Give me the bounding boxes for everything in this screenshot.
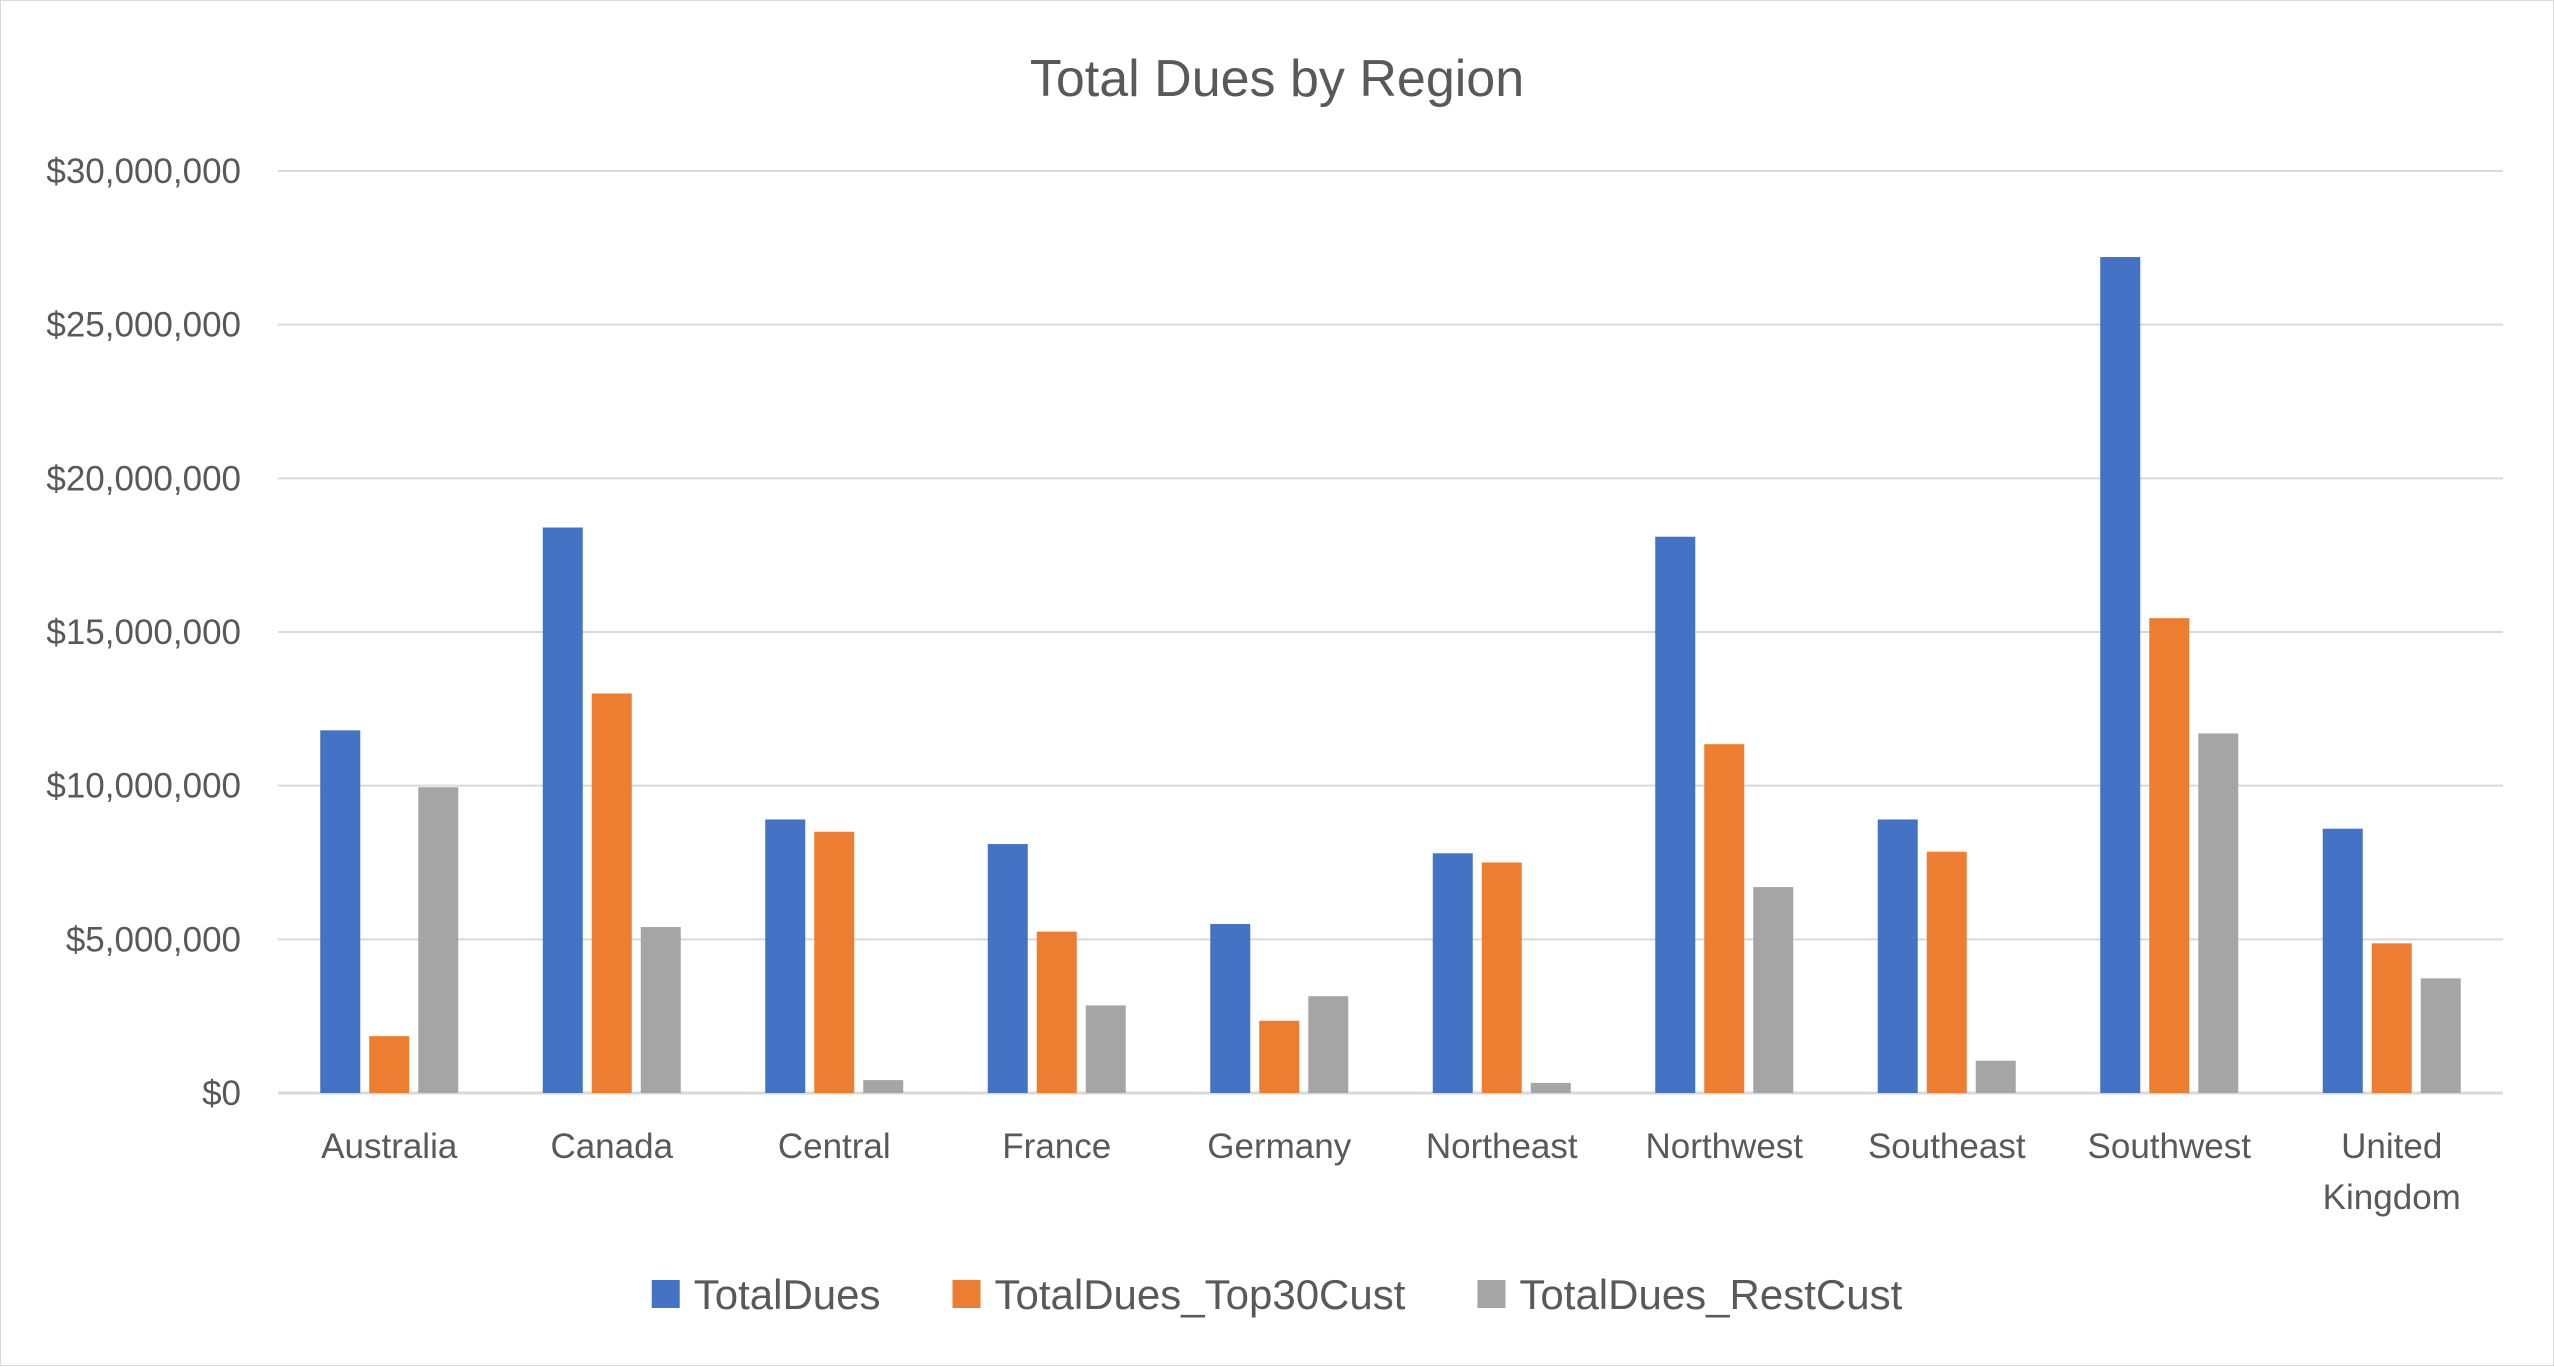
legend-swatch — [651, 1280, 680, 1308]
bar-totaldues-top30cust-canada — [591, 693, 632, 1093]
bars — [320, 257, 2461, 1093]
bar-totaldues-canada — [542, 527, 583, 1093]
bar-totaldues-top30cust-northwest — [1704, 744, 1745, 1093]
y-axis-tick-labels: $0 $5,000,000 $10,000,000 $15,000,000 $20,00… — [46, 152, 241, 1113]
bar-totaldues-top30cust-central — [814, 831, 855, 1093]
legend-label: TotalDues_Top30Cust — [995, 1271, 1406, 1318]
y-tick-label: $30,000,000 — [46, 152, 241, 191]
bar-totaldues-restcust-germany — [1308, 996, 1349, 1093]
chart-title: Total Dues by Region — [1030, 50, 1524, 108]
bar-totaldues-restcust-france — [1085, 1005, 1126, 1093]
x-tick-label: United Kingdom — [2323, 1127, 2461, 1217]
x-tick-label: Germany — [1207, 1127, 1351, 1166]
x-tick-label: Northeast — [1426, 1127, 1578, 1166]
bar-totaldues-france — [987, 844, 1028, 1093]
bar-totaldues-restcust-canada — [640, 927, 681, 1093]
y-tick-label: $20,000,000 — [46, 459, 241, 498]
x-axis-tick-labels: Australia Canada Central France Germany North… — [321, 1127, 2461, 1217]
y-tick-label: $10,000,000 — [46, 767, 241, 806]
bar-totaldues-southeast — [1877, 819, 1918, 1093]
bar-totaldues-top30cust-france — [1036, 931, 1077, 1093]
bar-totaldues-restcust-central — [863, 1080, 904, 1093]
bar-totaldues-restcust-southeast — [1975, 1060, 2016, 1093]
bar-totaldues-top30cust-southwest — [2149, 618, 2190, 1093]
bar-totaldues-central — [765, 819, 806, 1093]
x-tick-label: Canada — [550, 1127, 673, 1166]
legend-item: TotalDues_Top30Cust — [952, 1271, 1406, 1318]
y-tick-label: $0 — [202, 1074, 241, 1113]
bar-totaldues-northeast — [1432, 853, 1473, 1093]
bar-totaldues-restcust-northeast — [1530, 1082, 1571, 1093]
legend-label: TotalDues_RestCust — [1519, 1271, 1902, 1318]
bar-totaldues-restcust-southwest — [2198, 733, 2239, 1093]
y-tick-label: $25,000,000 — [46, 306, 241, 345]
bar-totaldues-australia — [320, 730, 361, 1093]
legend-item: TotalDues — [651, 1271, 881, 1318]
bar-totaldues-northwest — [1655, 536, 1696, 1093]
bar-totaldues-united-kingdom — [2322, 828, 2363, 1093]
x-tick-label: France — [1002, 1127, 1111, 1166]
x-tick-label: Southeast — [1868, 1127, 2026, 1166]
x-tick-label: Central — [778, 1127, 891, 1166]
bar-totaldues-top30cust-northeast — [1481, 862, 1522, 1093]
legend: TotalDues TotalDues_Top30Cust TotalDues_Re… — [651, 1271, 1903, 1318]
y-tick-label: $15,000,000 — [46, 613, 241, 652]
bar-totaldues-top30cust-germany — [1259, 1020, 1300, 1093]
x-tick-label: Southwest — [2088, 1127, 2252, 1166]
bar-totaldues-top30cust-southeast — [1926, 851, 1967, 1093]
bar-totaldues-southwest — [2100, 257, 2141, 1093]
x-tick-label: Northwest — [1645, 1127, 1803, 1166]
bar-totaldues-restcust-northwest — [1753, 887, 1794, 1093]
legend-item: TotalDues_RestCust — [1477, 1271, 1903, 1318]
bar-totaldues-top30cust-united-kingdom — [2371, 943, 2412, 1093]
bar-totaldues-germany — [1210, 923, 1251, 1093]
legend-label: TotalDues — [694, 1271, 881, 1318]
legend-swatch — [952, 1280, 981, 1308]
legend-swatch — [1477, 1280, 1506, 1308]
y-tick-label: $5,000,000 — [66, 920, 241, 959]
bar-totaldues-restcust-australia — [418, 787, 459, 1093]
x-tick-label: Australia — [321, 1127, 458, 1166]
bar-totaldues-top30cust-australia — [369, 1036, 410, 1093]
bar-totaldues-restcust-united-kingdom — [2420, 978, 2461, 1093]
